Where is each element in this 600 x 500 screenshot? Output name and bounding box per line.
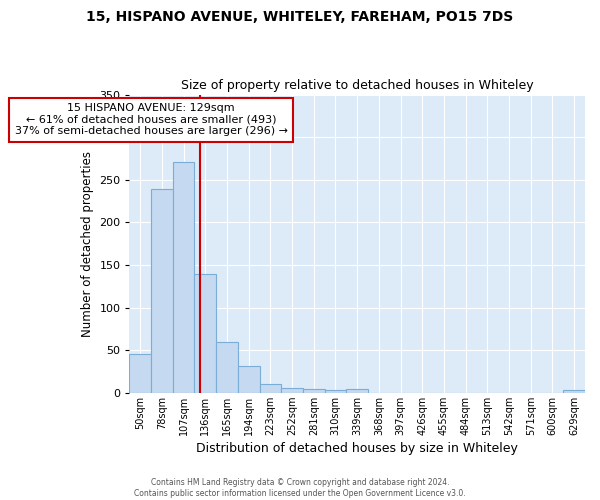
Bar (325, 390, 346, 393)
Bar (281, 388, 303, 393)
Bar (260, 384, 281, 393)
Text: 15 HISPANO AVENUE: 129sqm
← 61% of detached houses are smaller (493)
37% of semi: 15 HISPANO AVENUE: 129sqm ← 61% of detac… (14, 103, 287, 136)
X-axis label: Distribution of detached houses by size in Whiteley: Distribution of detached houses by size … (196, 442, 518, 455)
Bar (151, 189, 173, 393)
Y-axis label: Number of detached properties: Number of detached properties (80, 150, 94, 336)
Bar (130, 354, 151, 393)
Bar (173, 162, 194, 393)
Bar (346, 390, 368, 393)
Bar (303, 390, 325, 393)
Text: 15, HISPANO AVENUE, WHITELEY, FAREHAM, PO15 7DS: 15, HISPANO AVENUE, WHITELEY, FAREHAM, P… (86, 10, 514, 24)
Text: Contains HM Land Registry data © Crown copyright and database right 2024.
Contai: Contains HM Land Registry data © Crown c… (134, 478, 466, 498)
Bar (216, 342, 238, 393)
Bar (238, 366, 260, 393)
Bar (563, 390, 585, 393)
Title: Size of property relative to detached houses in Whiteley: Size of property relative to detached ho… (181, 79, 533, 92)
Bar (194, 274, 216, 393)
